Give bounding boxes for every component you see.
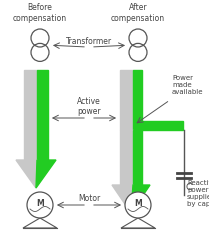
Circle shape	[125, 192, 151, 218]
Text: Reactive
power
supplied
by capacitor: Reactive power supplied by capacitor	[187, 180, 209, 207]
Polygon shape	[36, 160, 56, 188]
Text: Motor: Motor	[78, 194, 100, 203]
Text: After
compensation: After compensation	[111, 3, 165, 23]
Text: Before
compensation: Before compensation	[13, 3, 67, 23]
Text: C: C	[186, 182, 192, 192]
Bar	[37, 70, 48, 160]
Text: Transformer: Transformer	[66, 37, 112, 46]
Text: Active
power: Active power	[77, 97, 101, 116]
Polygon shape	[112, 185, 133, 213]
Bar	[120, 130, 133, 185]
Bar	[142, 121, 183, 130]
Circle shape	[27, 192, 53, 218]
Bar	[120, 70, 133, 130]
Text: Power
made
available: Power made available	[172, 75, 204, 95]
Polygon shape	[131, 185, 150, 213]
Text: M: M	[134, 200, 142, 208]
Bar	[24, 70, 37, 160]
Bar	[133, 130, 142, 185]
Bar	[133, 70, 142, 130]
Polygon shape	[16, 160, 37, 188]
Text: M: M	[36, 200, 44, 208]
